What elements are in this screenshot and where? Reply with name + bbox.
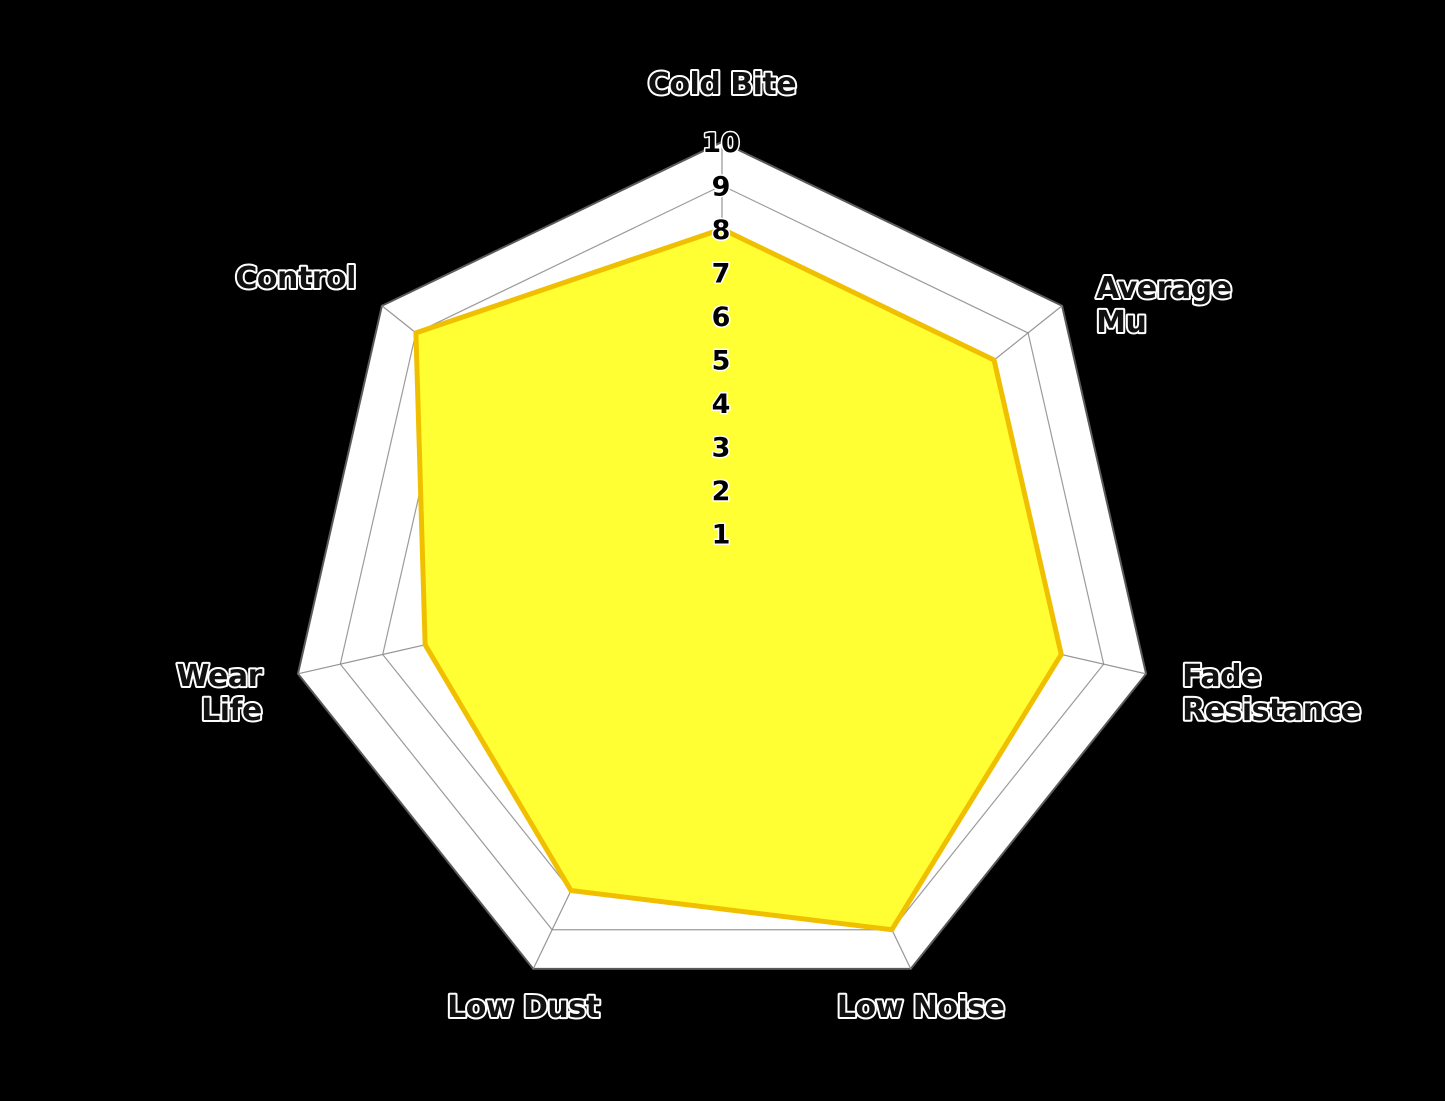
- series-layer: [413, 226, 1064, 933]
- radial-tick-5: 5: [712, 346, 731, 377]
- axis-label-line: Mu: [1096, 305, 1146, 340]
- radial-tick-6: 6: [712, 302, 731, 333]
- axis-label-line: Life: [201, 693, 262, 728]
- radial-tick-8: 8: [712, 215, 731, 246]
- radial-tick-4: 4: [712, 389, 731, 420]
- axis-label-line: Low Dust: [447, 990, 600, 1025]
- radial-tick-10: 10: [702, 128, 740, 159]
- axis-label-line: Wear: [176, 659, 262, 694]
- axis-label-cold-bite: Cold Bite: [648, 67, 796, 102]
- radial-tick-3: 3: [712, 433, 731, 464]
- series-polygon-performance: [413, 226, 1064, 933]
- axis-label-fade-resistance: Fade Resistance: [1182, 659, 1361, 728]
- axis-label-average-mu: Average Mu: [1096, 271, 1231, 340]
- axis-label-line: Average: [1096, 271, 1231, 306]
- axis-label-control: Control: [235, 261, 356, 296]
- radial-tick-2: 2: [712, 476, 731, 507]
- radial-tick-1: 1: [712, 520, 731, 551]
- axis-label-line: Fade: [1182, 659, 1261, 694]
- grid-ring-9: [339, 184, 1105, 931]
- axis-label-low-noise: Low Noise: [837, 990, 1005, 1025]
- axis-label-wear-life: Wear Life: [176, 659, 262, 728]
- radial-tick-7: 7: [712, 259, 731, 290]
- axis-label-line: Low Noise: [837, 990, 1005, 1025]
- axis-label-line: Cold Bite: [648, 67, 796, 102]
- category-labels: Cold Bite Average Mu Fade Resistance Low Nois…: [174, 65, 1363, 1027]
- axis-label-line: Control: [235, 261, 356, 296]
- axis-label-low-dust: Low Dust: [447, 990, 600, 1025]
- axis-label-line: Resistance: [1182, 693, 1361, 728]
- radial-tick-9: 9: [712, 172, 731, 203]
- radial-tick-labels: 1 2 3 4 5 6 7 8 9 10: [701, 127, 742, 553]
